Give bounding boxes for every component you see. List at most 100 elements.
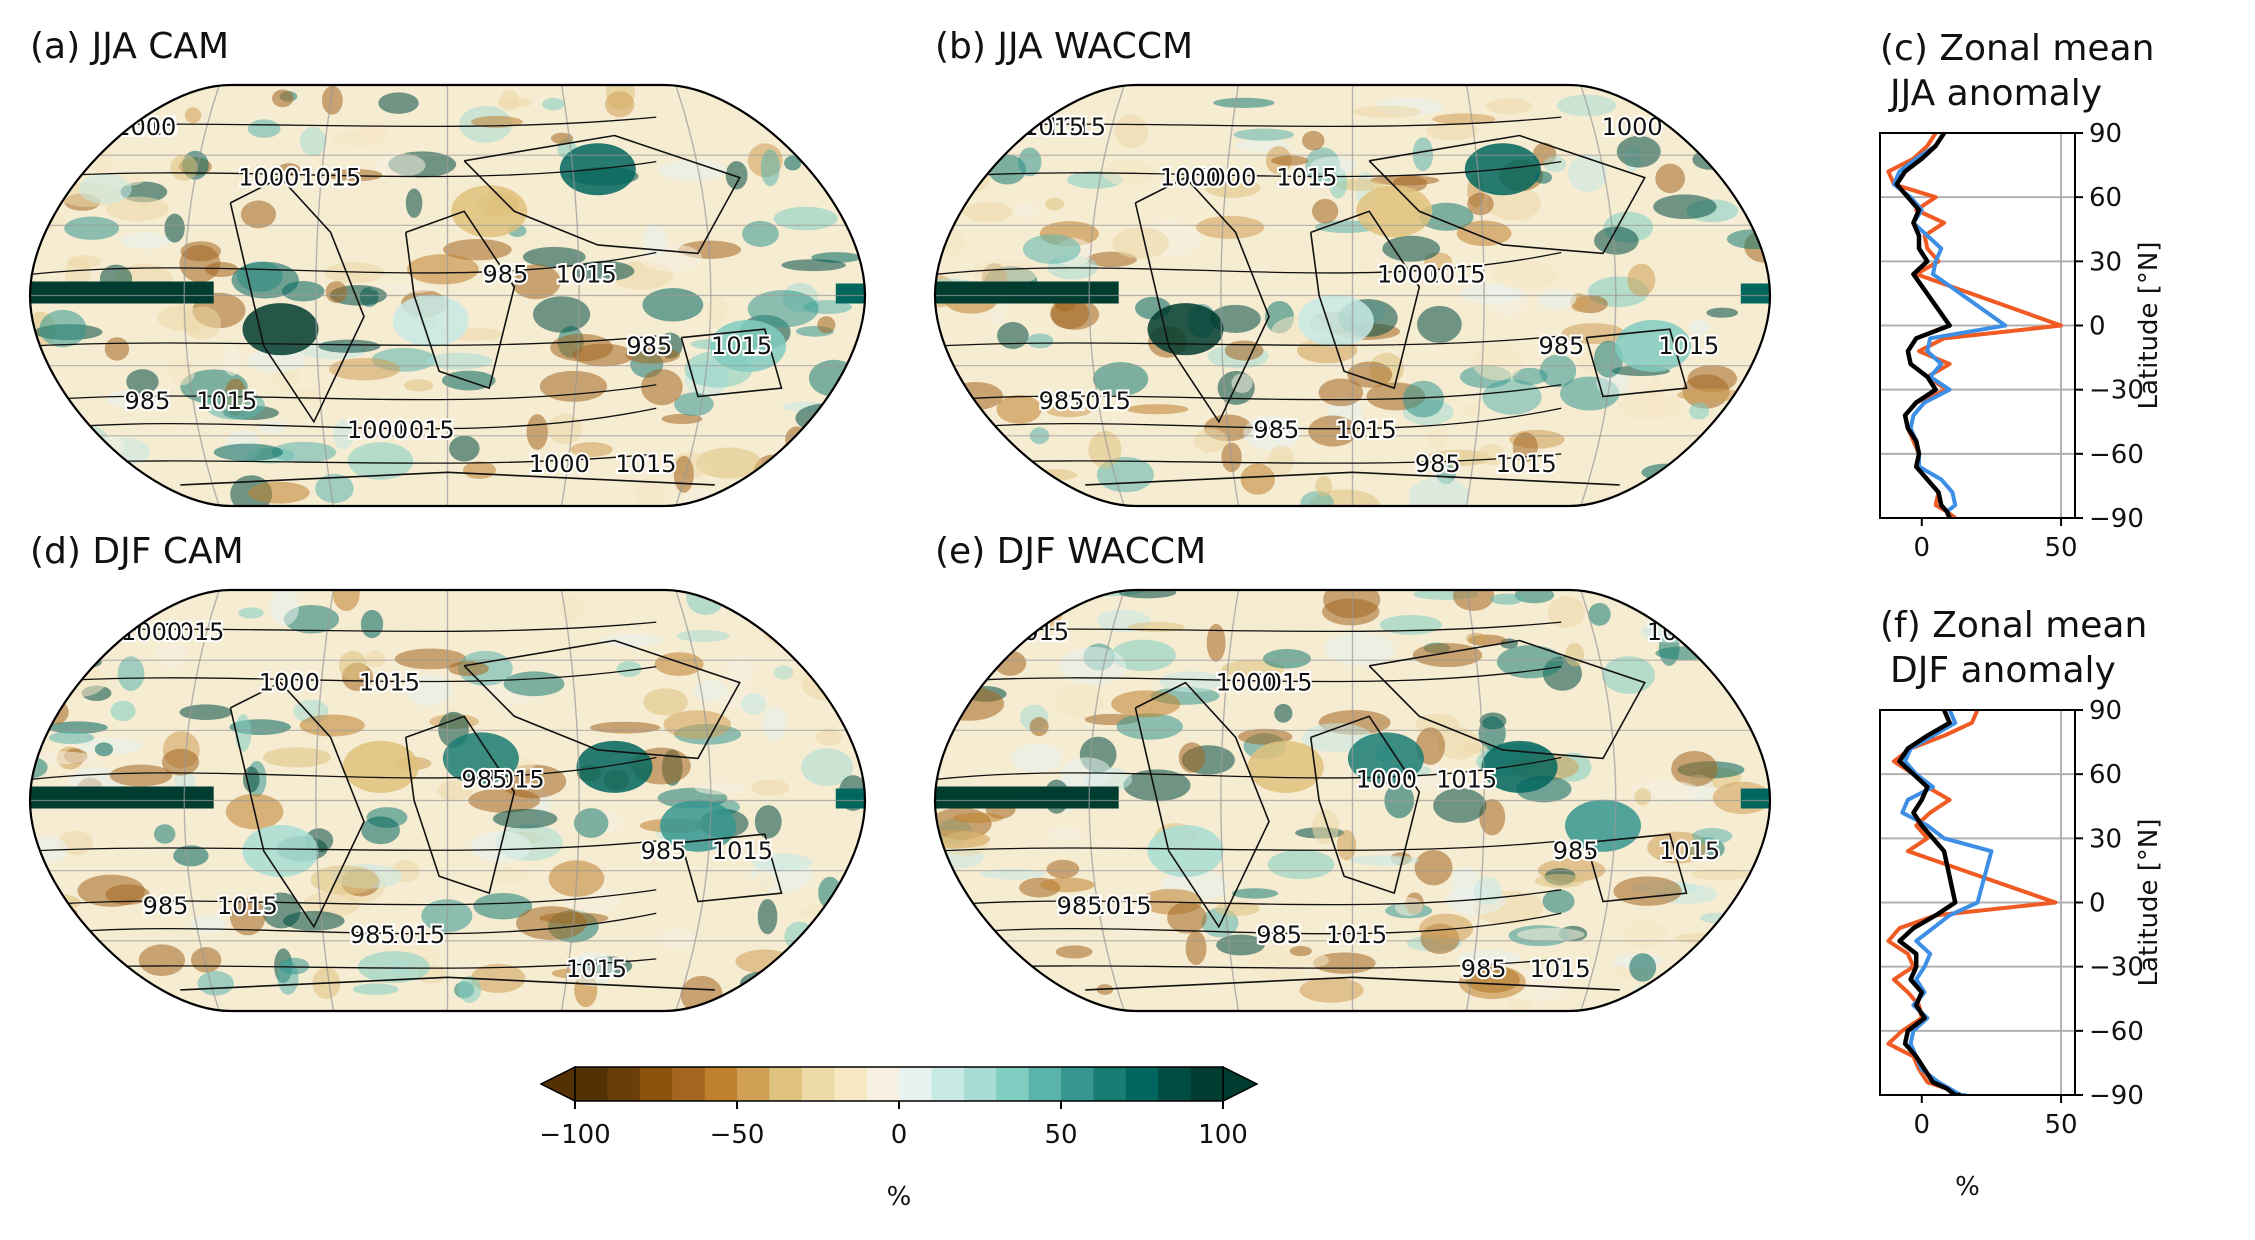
- contour-label: 1000: [1160, 164, 1221, 192]
- contour-label: 985: [641, 837, 687, 865]
- contour-label: 1015: [1658, 332, 1719, 360]
- colorbar-label: %: [887, 1182, 912, 1212]
- colorbar-swatch: [866, 1067, 900, 1101]
- contour-label: 1015: [712, 837, 773, 865]
- contour-label: 1015: [1659, 837, 1720, 865]
- colorbar-swatch: [1061, 1067, 1094, 1101]
- contour-label: 1015: [384, 921, 445, 949]
- contour-label: 1015: [1425, 260, 1486, 288]
- colorbar-swatch: [672, 1067, 706, 1101]
- y-axis-label: Latitude [°N]: [2134, 241, 2164, 409]
- contour-label: 1000: [259, 669, 320, 697]
- contour-label: 1000: [529, 450, 590, 478]
- x-tick-label: 0: [1914, 533, 1931, 563]
- y-tick-label: 90: [2089, 119, 2122, 149]
- contour-label: 1015: [394, 416, 455, 444]
- panel-c-title-line2: JJA anomaly: [1888, 73, 2102, 114]
- contour-label: 1015: [711, 332, 772, 360]
- contour-label: 1015: [1023, 113, 1084, 141]
- colorbar-swatch: [607, 1067, 641, 1101]
- panel-e-title: (e) DJF WACCM: [935, 531, 1206, 572]
- colorbar-swatch: [899, 1067, 932, 1101]
- colorbar-tick-label: 0: [891, 1120, 908, 1150]
- contour-label: 985: [143, 892, 189, 920]
- map-panel-djf-waccm: 1015101510151015101510151015101510001000…: [933, 588, 1772, 1013]
- contour-label: 985: [461, 765, 507, 793]
- panel-a-title: (a) JJA CAM: [30, 26, 229, 67]
- panel-b-title: (b) JJA WACCM: [935, 26, 1193, 67]
- contour-label: 985: [482, 260, 528, 288]
- y-tick-label: 30: [2089, 247, 2122, 277]
- series-line-2: [1894, 133, 1952, 518]
- contour-label: 985: [1415, 450, 1461, 478]
- colorbar-swatch: [996, 1067, 1030, 1101]
- y-tick-label: 30: [2089, 824, 2122, 854]
- series-line-2: [1897, 710, 1961, 1095]
- colorbar-swatch: [769, 1067, 803, 1101]
- contour-label: 1000: [347, 416, 408, 444]
- colorbar-tick-label: −100: [539, 1120, 610, 1150]
- contour-label: 1015: [566, 955, 627, 983]
- map-frame: [28, 588, 867, 1013]
- contour-label: 1000: [1377, 260, 1438, 288]
- y-tick-label: −90: [2089, 1081, 2144, 1111]
- panel-f-title-line2: DJF anomaly: [1890, 650, 2116, 691]
- contour-label: 1000: [1356, 765, 1417, 793]
- contour-label: 985: [1039, 387, 1085, 415]
- colorbar-swatch: [1093, 1067, 1127, 1101]
- colorbar-swatch: [1190, 1067, 1224, 1101]
- colorbar-tick-label: 100: [1198, 1120, 1248, 1150]
- contour-label: 1015: [1336, 416, 1397, 444]
- y-tick-label: −60: [2089, 1017, 2144, 1047]
- contour-label: 1015: [163, 618, 224, 646]
- colorbar-swatch: [1028, 1067, 1062, 1101]
- colorbar-swatch: [1158, 1067, 1192, 1101]
- y-tick-label: 90: [2089, 696, 2122, 726]
- contour-label: 985: [350, 921, 396, 949]
- colorbar-swatch: [931, 1067, 965, 1101]
- colorbar-swatch: [737, 1067, 770, 1101]
- contour-label: 985: [1253, 416, 1299, 444]
- zonal-mean-jja-panel: 90 60 30 0 −30 −60 −90 0 50 Latitude [°N]: [1879, 119, 2164, 563]
- colorbar: −100 −50 0 50 100: [539, 1065, 1259, 1150]
- colorbar-swatch: [575, 1067, 608, 1101]
- y-tick-label: 60: [2089, 760, 2122, 790]
- contour-label: 1000: [1216, 669, 1277, 697]
- x-tick-label: 50: [2045, 533, 2078, 563]
- contour-label: 1015: [217, 892, 278, 920]
- y-axis-label: Latitude [°N]: [2134, 818, 2164, 986]
- contour-label: 1015: [1090, 892, 1151, 920]
- contour-label: 1015: [359, 669, 420, 697]
- contour-label: 985: [1553, 837, 1599, 865]
- contour-label: 1015: [300, 164, 361, 192]
- y-tick-label: 60: [2089, 183, 2122, 213]
- contour-label: 1015: [1070, 387, 1131, 415]
- contour-label: 985: [125, 387, 171, 415]
- contour-label: 1015: [1530, 955, 1591, 983]
- x-tick-label: 0: [1914, 1110, 1931, 1140]
- panel-f-title-line1: (f) Zonal mean: [1880, 605, 2147, 646]
- map-panel-djf-cam: 1015101510151015101510151015100010009859…: [28, 588, 867, 1013]
- contour-label: 1015: [615, 450, 676, 478]
- y-tick-label: −30: [2089, 376, 2144, 406]
- y-tick-label: −30: [2089, 953, 2144, 983]
- map-frame: [933, 588, 1772, 1013]
- contour-label: 1000: [115, 113, 176, 141]
- contour-label: 1015: [1326, 921, 1387, 949]
- contour-label: 1015: [1045, 113, 1106, 141]
- contour-label: 1015: [484, 765, 545, 793]
- contour-label: 1015: [1276, 164, 1337, 192]
- contour-label: 1015: [1008, 618, 1069, 646]
- contour-label: 985: [1057, 892, 1103, 920]
- contour-label: 1000: [1195, 164, 1256, 192]
- contour-label: 1015: [1496, 450, 1557, 478]
- y-tick-label: 0: [2089, 312, 2106, 342]
- map-frame: [28, 83, 867, 508]
- y-tick-label: 0: [2089, 889, 2106, 919]
- y-tick-label: −60: [2089, 440, 2144, 470]
- colorbar-swatch: [639, 1067, 673, 1101]
- contour-label: 1015: [196, 387, 257, 415]
- x-axis-label: %: [1955, 1172, 1980, 1202]
- panel-c-title-line1: (c) Zonal mean: [1880, 28, 2154, 69]
